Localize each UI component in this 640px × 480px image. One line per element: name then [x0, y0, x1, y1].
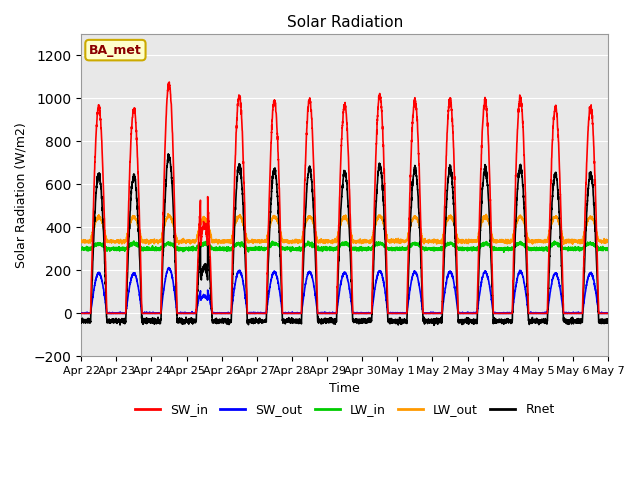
Legend: SW_in, SW_out, LW_in, LW_out, Rnet: SW_in, SW_out, LW_in, LW_out, Rnet [130, 398, 559, 421]
Title: Solar Radiation: Solar Radiation [287, 15, 403, 30]
X-axis label: Time: Time [329, 382, 360, 395]
Text: BA_met: BA_met [89, 44, 142, 57]
Y-axis label: Solar Radiation (W/m2): Solar Radiation (W/m2) [15, 122, 28, 268]
